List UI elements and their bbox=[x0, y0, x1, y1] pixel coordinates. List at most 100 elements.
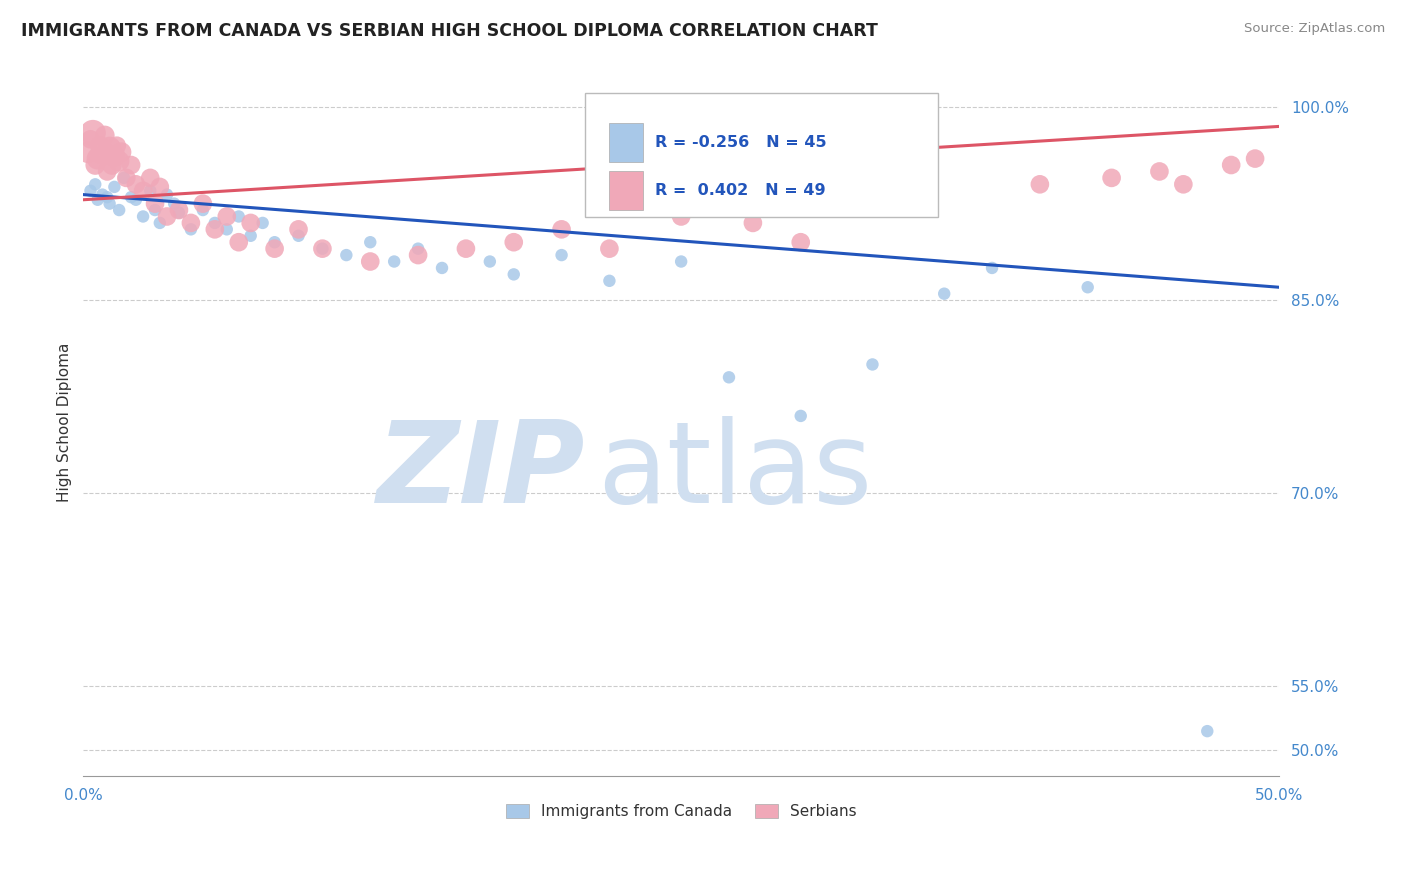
Point bbox=[156, 210, 179, 224]
Point bbox=[125, 193, 148, 207]
Point bbox=[98, 196, 121, 211]
Point bbox=[82, 126, 104, 140]
Point bbox=[167, 202, 190, 217]
Point bbox=[143, 202, 166, 217]
Text: atlas: atlas bbox=[598, 417, 873, 527]
Point bbox=[105, 138, 128, 153]
Legend: Immigrants from Canada, Serbians: Immigrants from Canada, Serbians bbox=[499, 797, 863, 825]
Point bbox=[790, 235, 813, 250]
Point bbox=[149, 216, 172, 230]
Point bbox=[239, 228, 262, 243]
Point bbox=[598, 274, 620, 288]
Point bbox=[1029, 178, 1052, 192]
Point bbox=[103, 149, 125, 163]
Point bbox=[191, 202, 214, 217]
Point bbox=[180, 222, 202, 236]
FancyBboxPatch shape bbox=[585, 94, 938, 217]
Point bbox=[89, 138, 111, 153]
Text: R =  0.402   N = 49: R = 0.402 N = 49 bbox=[655, 183, 825, 198]
Point bbox=[86, 152, 108, 166]
Point bbox=[103, 180, 125, 194]
Point bbox=[204, 222, 226, 236]
Point bbox=[406, 248, 429, 262]
Point bbox=[335, 248, 357, 262]
Point bbox=[98, 141, 121, 155]
Point bbox=[120, 158, 142, 172]
Point bbox=[180, 216, 202, 230]
Point bbox=[163, 196, 186, 211]
Point bbox=[115, 170, 138, 185]
Y-axis label: High School Diploma: High School Diploma bbox=[58, 343, 72, 502]
Point bbox=[91, 187, 114, 202]
Point bbox=[79, 184, 101, 198]
Point bbox=[139, 184, 162, 198]
Point bbox=[108, 202, 131, 217]
Point bbox=[191, 196, 214, 211]
Point bbox=[91, 145, 114, 160]
Point bbox=[311, 242, 333, 256]
Point bbox=[79, 132, 101, 146]
Point bbox=[156, 187, 179, 202]
Point bbox=[125, 178, 148, 192]
Point bbox=[287, 222, 309, 236]
Point bbox=[502, 235, 524, 250]
Point bbox=[110, 145, 132, 160]
Point bbox=[669, 254, 692, 268]
Point bbox=[1244, 152, 1267, 166]
Point bbox=[94, 128, 117, 143]
Point bbox=[669, 210, 692, 224]
Point bbox=[910, 184, 932, 198]
Point bbox=[1173, 178, 1195, 192]
Point bbox=[228, 235, 250, 250]
Point bbox=[550, 248, 572, 262]
Point bbox=[108, 154, 131, 169]
Point bbox=[311, 242, 333, 256]
Point bbox=[139, 170, 162, 185]
Point bbox=[143, 196, 166, 211]
Point bbox=[228, 210, 250, 224]
Point bbox=[430, 260, 453, 275]
Point bbox=[96, 190, 118, 204]
Point bbox=[215, 210, 238, 224]
Point bbox=[149, 180, 172, 194]
Point bbox=[359, 235, 381, 250]
Point bbox=[454, 242, 477, 256]
Point bbox=[478, 254, 501, 268]
Text: ZIP: ZIP bbox=[377, 417, 585, 527]
Point bbox=[101, 158, 124, 172]
Point bbox=[406, 242, 429, 256]
Point bbox=[204, 216, 226, 230]
Point bbox=[1149, 164, 1171, 178]
Point bbox=[77, 145, 100, 160]
Point bbox=[96, 164, 118, 178]
Point bbox=[934, 286, 956, 301]
Point bbox=[287, 228, 309, 243]
Point bbox=[502, 268, 524, 282]
Point bbox=[120, 190, 142, 204]
Point bbox=[598, 242, 620, 256]
Point bbox=[741, 216, 763, 230]
Point bbox=[263, 242, 285, 256]
Point bbox=[981, 260, 1004, 275]
Point bbox=[167, 205, 190, 219]
Point bbox=[790, 409, 813, 423]
Point bbox=[84, 178, 107, 192]
Point bbox=[1077, 280, 1099, 294]
FancyBboxPatch shape bbox=[609, 122, 643, 161]
Point bbox=[717, 370, 740, 384]
Point bbox=[132, 210, 155, 224]
Point bbox=[239, 216, 262, 230]
FancyBboxPatch shape bbox=[609, 171, 643, 210]
Point bbox=[1220, 158, 1243, 172]
Point bbox=[862, 358, 884, 372]
Point bbox=[84, 158, 107, 172]
Text: IMMIGRANTS FROM CANADA VS SERBIAN HIGH SCHOOL DIPLOMA CORRELATION CHART: IMMIGRANTS FROM CANADA VS SERBIAN HIGH S… bbox=[21, 22, 877, 40]
Text: Source: ZipAtlas.com: Source: ZipAtlas.com bbox=[1244, 22, 1385, 36]
Point bbox=[132, 184, 155, 198]
Point bbox=[1101, 170, 1123, 185]
Point bbox=[359, 254, 381, 268]
Point bbox=[215, 222, 238, 236]
Point bbox=[112, 170, 135, 185]
Point bbox=[263, 235, 285, 250]
Point bbox=[550, 222, 572, 236]
